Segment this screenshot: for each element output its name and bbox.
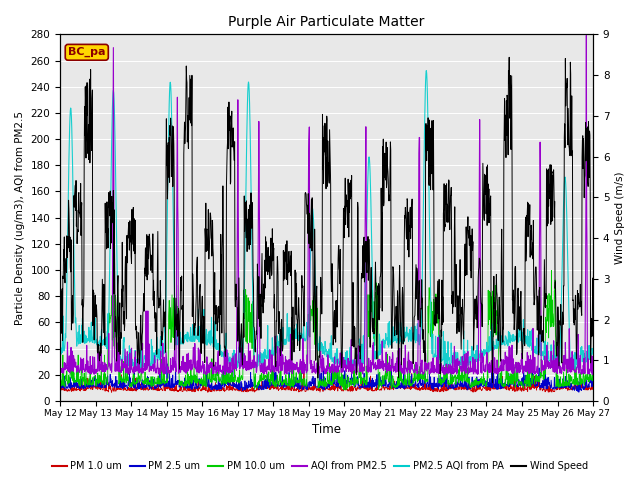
Legend: PM 1.0 um, PM 2.5 um, PM 10.0 um, AQI from PM2.5, PM2.5 AQI from PA, Wind Speed: PM 1.0 um, PM 2.5 um, PM 10.0 um, AQI fr… [48, 457, 592, 475]
Y-axis label: Particle Density (ug/m3), AQI from PM2.5: Particle Density (ug/m3), AQI from PM2.5 [15, 111, 25, 324]
Title: Purple Air Particulate Matter: Purple Air Particulate Matter [228, 15, 425, 29]
Text: BC_pa: BC_pa [68, 47, 106, 58]
X-axis label: Time: Time [312, 423, 341, 436]
Y-axis label: Wind Speed (m/s): Wind Speed (m/s) [615, 171, 625, 264]
